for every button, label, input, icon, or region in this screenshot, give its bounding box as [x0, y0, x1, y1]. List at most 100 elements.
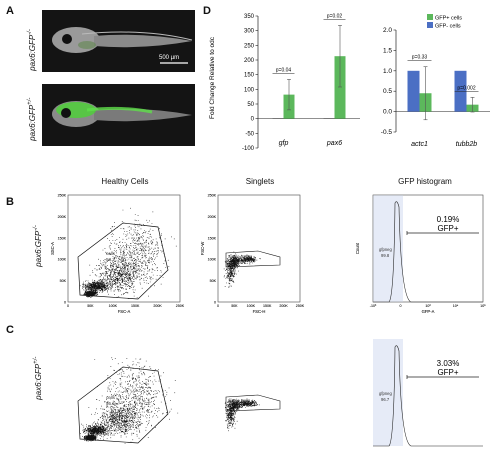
y-tick-label: 0 [64, 301, 66, 305]
x-tick-label: -10³ [370, 304, 377, 308]
y-tick-label: 100 [244, 87, 255, 93]
x-tick-label: 150K [263, 304, 272, 308]
y-tick-label: 150K [58, 236, 67, 240]
x-tick-label: 10³ [425, 304, 431, 308]
x-tick-label: 0 [400, 304, 402, 308]
gfp-pos-pct: 0.19% [437, 215, 460, 224]
x-tick-label: 0 [217, 304, 219, 308]
x-axis-label: FSC-H [253, 309, 266, 314]
x-tick-label: 0 [400, 304, 402, 308]
panel-a-row2-label: pax6:GFP+/- [27, 97, 37, 141]
chart-actc1-tubb2b: -0.5 0.0 0.5 1.0 1.5 2.0 p=0.33 actc1 p=0.002 tub… [381, 27, 490, 148]
y-tick-label: 200K [208, 215, 217, 219]
y-tick-label: 50K [210, 279, 217, 283]
panel-label-d: D [203, 5, 211, 17]
y-tick-label: 0.0 [383, 109, 392, 116]
p-value: p=0.02 [327, 13, 343, 19]
x-axis-label: FSC-H [253, 309, 266, 314]
y-tick-label: 250K [58, 194, 67, 198]
x-axis-label: GFP-A [422, 309, 435, 314]
y-tick-label: -50 [245, 131, 254, 137]
y-axis-label: SSC-A [50, 242, 55, 255]
x-tick-label: 10³ [425, 304, 431, 308]
plot-frame [372, 194, 484, 303]
y-axis-label: FSC-W [200, 242, 205, 256]
category-label: actc1 [411, 141, 428, 148]
gfp-pos-label: GFP+ [437, 224, 458, 233]
y-tick-label: 100K [58, 258, 67, 262]
event-dots [224, 398, 260, 432]
x-tick-label: 250K [176, 304, 185, 308]
x-tick-label: 50K [231, 304, 238, 308]
plot-frame [67, 194, 181, 303]
y-tick-label: 150K [208, 236, 217, 240]
facs-row-b: 250K 200K 150K 100K 50K 0 0 50K 100K 150K 200K 250K… [50, 194, 486, 315]
y-axis-label: Count [355, 242, 360, 254]
y-tick-label: 200 [244, 58, 255, 64]
panel-label-a: A [6, 5, 14, 17]
qpcr-ylabel: Fold Change Relative to odc [209, 36, 216, 119]
y-tick-label: 200K [58, 215, 67, 219]
y-tick-label: 0 [214, 301, 216, 305]
y-tick-label: 0 [251, 117, 255, 123]
gfp-neg-gate-region [373, 339, 403, 446]
facs-row-c: 250K 200K 150K 100K 50K 0 0 50K 100K 150K 200K 250K… [50, 194, 486, 447]
y-tick-label: 100K [58, 258, 67, 262]
singlets-gate-label: Single Cells [228, 398, 250, 403]
singlets-gate-label: Single Cells [228, 254, 250, 259]
y-axis-label: Count [355, 242, 360, 254]
x-tick-label: 100K [109, 304, 118, 308]
bar-gfp-neg [272, 118, 284, 119]
x-tick-label: -10³ [370, 304, 377, 308]
y-tick-label: 150K [58, 236, 67, 240]
x-tick-label: 100K [247, 304, 256, 308]
x-tick-label: 100K [109, 304, 118, 308]
cells-gate [77, 222, 169, 300]
legend-swatch-gfp-pos [427, 14, 433, 20]
legend-label-gfp-neg: GFP- cells [435, 24, 461, 30]
x-tick-label: 0 [217, 304, 219, 308]
panel-label-b: B [6, 196, 14, 208]
x-axis-label: GFP-A [422, 309, 435, 314]
y-tick-label: 150 [244, 73, 255, 79]
legend-swatch-gfp-neg [427, 22, 433, 28]
chart-gfp-pax6: -100 -50 0 50 100 150 200 250 300 350 p=0.04 gfp p=0… [242, 13, 360, 152]
legend-label-gfp-pos: GFP+ cells [435, 16, 462, 22]
cells-gate [77, 366, 169, 444]
x-tick-label: 150K [131, 304, 140, 308]
event-dots [80, 357, 179, 444]
x-tick-label: 50K [231, 304, 238, 308]
y-tick-label: 1.5 [383, 47, 392, 54]
gfp-neg-gate-label: gfpneg [379, 247, 392, 252]
bar-gfp-pos [334, 56, 346, 119]
y-tick-label: 50 [247, 102, 254, 108]
panel-label-c: C [6, 324, 14, 336]
y-axis-label: FSC-W [200, 242, 205, 256]
gfp-pos-label: GFP+ [437, 368, 458, 377]
x-tick-label: 250K [176, 304, 185, 308]
y-tick-label: 250K [58, 194, 67, 198]
singlets-gate-pct: 98.1 [235, 260, 244, 265]
x-axis-label: FSC-A [118, 309, 131, 314]
gfp-histogram-curve [373, 345, 483, 447]
x-tick-label: 250K [296, 304, 305, 308]
event-dots [79, 207, 177, 299]
x-tick-label: 150K [131, 304, 140, 308]
x-tick-label: 50K [87, 304, 94, 308]
p-value: p=0.002 [457, 85, 475, 91]
qpcr-chart: Fold Change Relative to odc -100 -50 0 50 10… [209, 13, 490, 152]
legend: GFP+ cells GFP- cells [427, 14, 462, 30]
cells-gate-pct: 56.6 [106, 401, 115, 406]
facs-col-title-singlets: Singlets [245, 177, 275, 186]
y-tick-label: 50K [60, 279, 67, 283]
y-axis-label: SSC-A [50, 242, 55, 255]
bar-gfp-neg [323, 118, 335, 119]
p-value: p=0.04 [276, 67, 292, 73]
y-tick-label: 50K [60, 279, 67, 283]
y-tick-label: 100K [208, 258, 217, 262]
tadpole-image-control: 500 µm [42, 10, 195, 72]
singlets-gate-pct: 96.2 [235, 404, 244, 409]
cells-gate-label: cells [106, 251, 116, 256]
p-value: p=0.33 [412, 55, 428, 61]
y-tick-label: 100K [208, 258, 217, 262]
